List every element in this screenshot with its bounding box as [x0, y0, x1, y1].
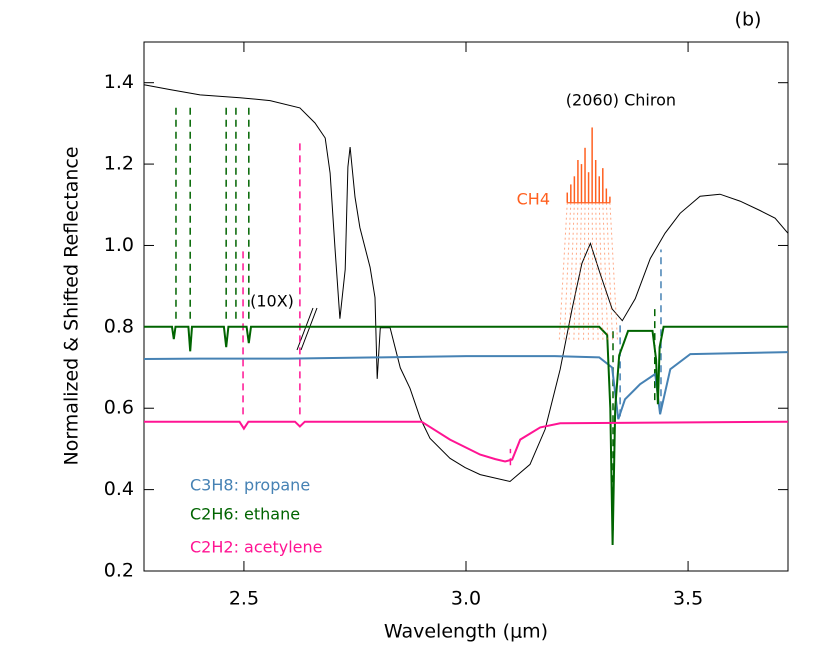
stem-guide — [583, 202, 586, 342]
stem-guide — [563, 202, 572, 342]
stem-guide — [578, 202, 582, 342]
stem-guide — [568, 202, 575, 342]
stem-guide — [558, 202, 568, 342]
series-line — [144, 420, 789, 463]
stem-guide — [595, 202, 599, 342]
annotation-pointer — [296, 307, 314, 351]
x-tick-label: 3.0 — [451, 588, 481, 610]
legend-entry: C3H8: propane — [190, 476, 310, 495]
y-tick-label: 0.2 — [104, 560, 134, 582]
panel-label: (b) — [735, 9, 762, 31]
stem-guide — [609, 202, 618, 342]
legend-entry: C2H2: acetylene — [190, 538, 323, 557]
y-tick-label: 0.8 — [104, 315, 134, 337]
legend-entry: CH4 — [517, 190, 550, 209]
y-tick-label: 0.4 — [104, 478, 134, 500]
y-tick-label: 0.6 — [104, 397, 134, 419]
y-tick-label: 1.2 — [104, 153, 134, 175]
x-tick-label: 3.5 — [673, 588, 703, 610]
annotation: (10X) — [250, 292, 294, 311]
y-tick-label: 1.4 — [104, 71, 134, 93]
labels: 2.5 3.0 3.5 0.2 0.4 0.6 0.8 1.0 1.2 1.4 (2060) Chi… — [104, 71, 703, 609]
series-line — [144, 325, 788, 546]
y-tick-label: 1.0 — [104, 234, 134, 256]
y-axis-label: Normalized & Shifted Reflectance — [61, 146, 83, 465]
legend-entry: C2H6: ethane — [190, 505, 300, 524]
legend-entry: (2060) Chiron — [566, 91, 676, 110]
series-line — [143, 351, 789, 420]
x-tick-label: 2.5 — [229, 588, 259, 610]
stem-guide — [573, 202, 579, 342]
series-line — [143, 84, 789, 483]
stem-guide — [598, 202, 604, 342]
stem-guide — [602, 202, 609, 342]
x-axis-label: Wavelength (μm) — [384, 621, 548, 643]
annotation-pointer — [300, 307, 318, 351]
stem-guide — [605, 202, 614, 342]
stem-guide — [591, 202, 594, 342]
plot-area — [143, 42, 789, 572]
